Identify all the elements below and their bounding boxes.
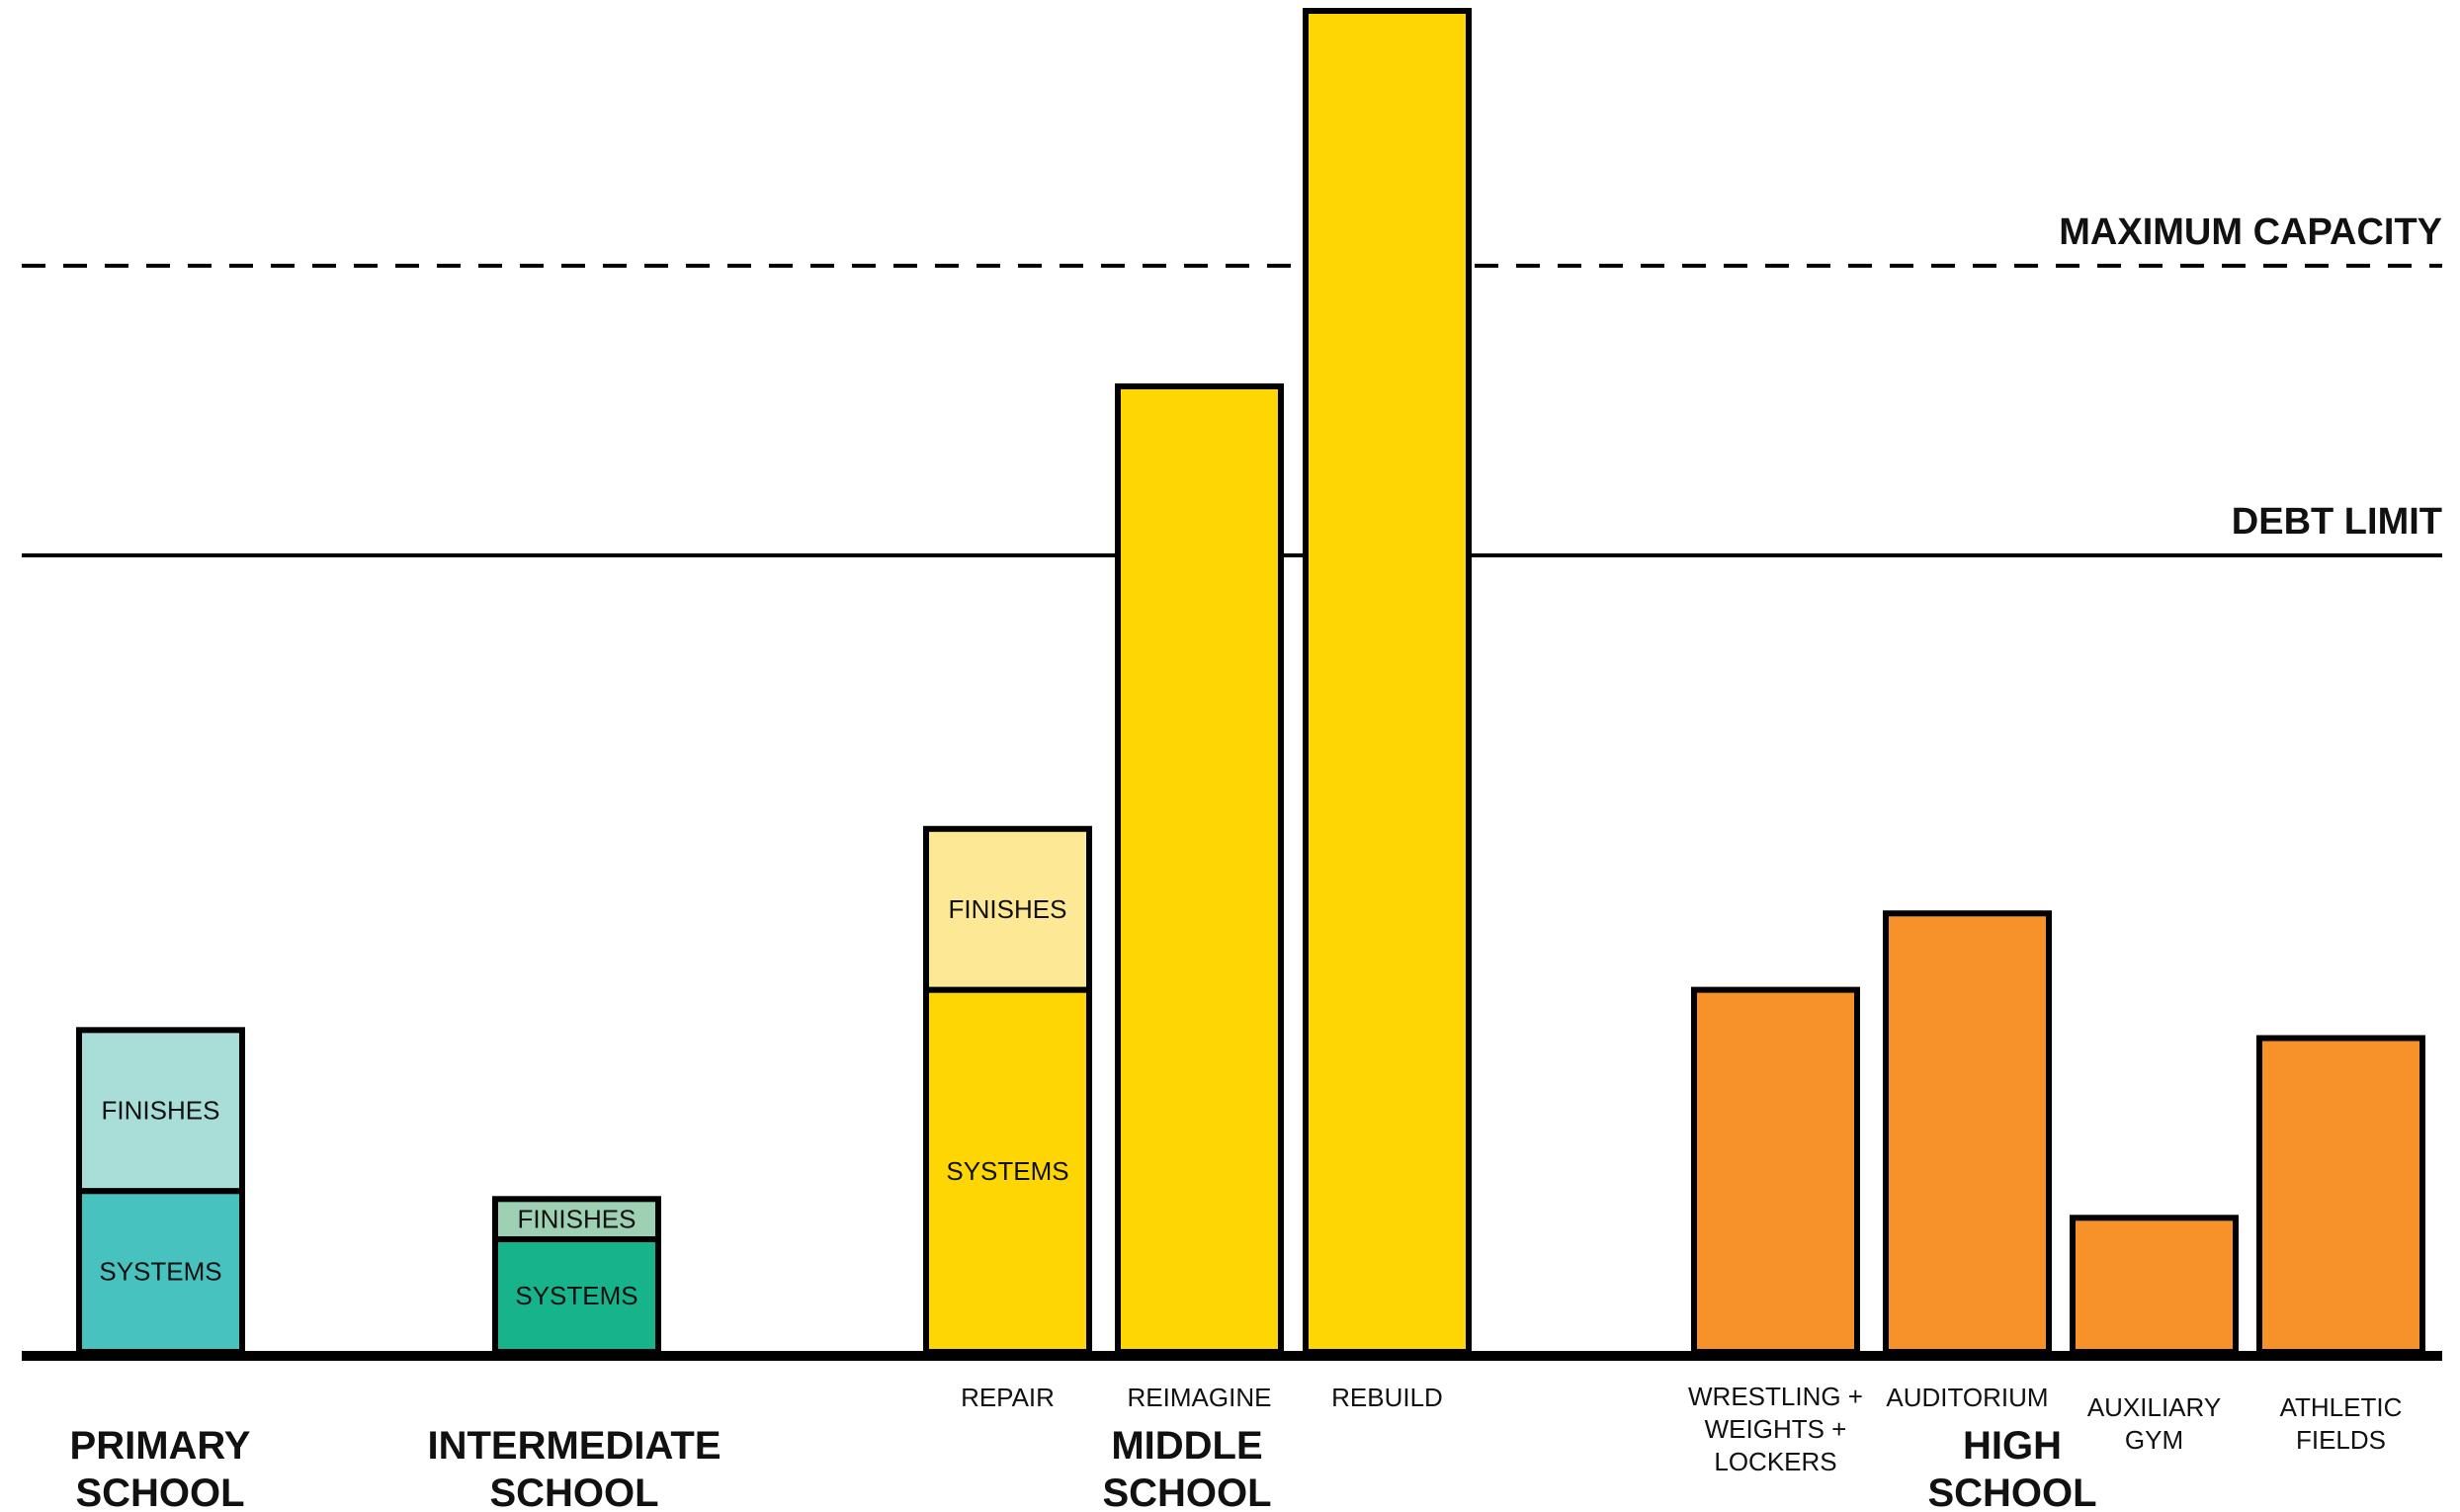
bar-label: REIMAGINE — [1128, 1383, 1272, 1412]
debt-limit-label: DEBT LIMIT — [2232, 501, 2442, 543]
bar-label: REBUILD — [1331, 1383, 1443, 1412]
bar-segment — [1115, 382, 1284, 1355]
segment-label: FINISHES — [949, 894, 1067, 924]
bar-segment — [1883, 910, 2052, 1355]
segment-label: FINISHES — [518, 1205, 636, 1234]
bar-label: REPAIR — [961, 1383, 1055, 1412]
group-label: INTERMEDIATE — [427, 1424, 721, 1468]
bar-segment — [2256, 1035, 2425, 1356]
group-label: HIGH — [1963, 1424, 2062, 1468]
bar-label: WEIGHTS + — [1705, 1414, 1847, 1444]
bar-label: LOCKERS — [1714, 1447, 1836, 1476]
group-label: MIDDLE — [1111, 1424, 1262, 1468]
max-capacity-label: MAXIMUM CAPACITY — [2059, 211, 2442, 253]
group-label: SCHOOL — [489, 1471, 658, 1512]
segment-label: SYSTEMS — [99, 1257, 221, 1287]
group-label: PRIMARY — [70, 1424, 251, 1468]
bar-label: AUDITORIUM — [1886, 1383, 2048, 1412]
bar-segment — [76, 1027, 245, 1195]
bar-label: WRESTLING + — [1688, 1382, 1863, 1411]
bar-segment — [492, 1196, 661, 1243]
group-label: SCHOOL — [75, 1471, 244, 1512]
bar-segment — [923, 825, 1092, 993]
bar-label: FIELDS — [2296, 1425, 2386, 1455]
group-label: SCHOOL — [1102, 1471, 1271, 1512]
segment-label: SYSTEMS — [946, 1156, 1068, 1186]
segment-label: SYSTEMS — [515, 1281, 637, 1310]
bar-segment — [1691, 986, 1860, 1355]
bar-label: GYM — [2125, 1425, 2183, 1455]
bar-label: AUXILIARY — [2087, 1392, 2221, 1422]
bar-label: ATHLETIC — [2280, 1392, 2403, 1422]
bar-segment — [1303, 8, 1472, 1355]
labels: MAXIMUM CAPACITY DEBT LIMIT SYSTEMS FINISHE… — [70, 211, 2442, 1512]
segment-label: FINISHES — [102, 1096, 220, 1126]
group-label: SCHOOL — [1927, 1471, 2096, 1512]
bar-segment — [2070, 1215, 2239, 1356]
